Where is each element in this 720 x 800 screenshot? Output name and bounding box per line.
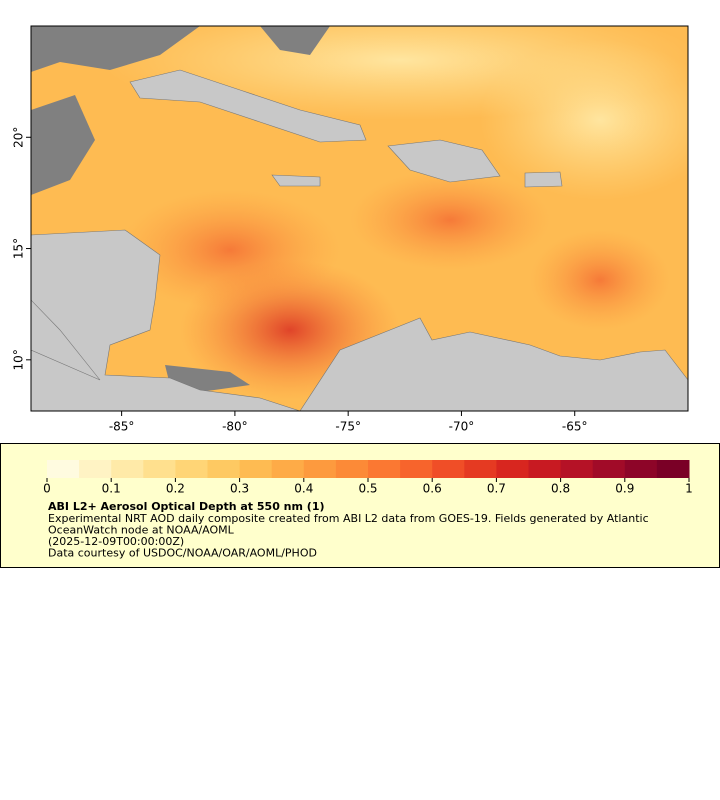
colorbar-swatch — [207, 460, 241, 478]
legend-title: ABI L2+ Aerosol Optical Depth at 550 nm … — [48, 500, 325, 513]
colorbar-swatch — [239, 460, 273, 478]
legend-line: OceanWatch node at NOAA/AOML — [48, 524, 235, 537]
x-tick-label: -80° — [222, 420, 248, 434]
pale-area — [480, 40, 688, 200]
colorbar-tick-label: 0.3 — [230, 482, 249, 496]
colorbar-swatch — [624, 460, 658, 478]
colorbar-swatch — [143, 460, 176, 478]
colorbar-tick-label: 0.1 — [102, 482, 121, 496]
hispaniola — [387, 139, 501, 183]
legend-line: Experimental NRT AOD daily composite cre… — [48, 512, 649, 525]
land-dark — [31, 26, 200, 72]
land-dark — [260, 26, 330, 55]
colorbar-swatch — [656, 460, 690, 478]
x-tick-label: -65° — [562, 420, 588, 434]
colorbar-tick-label: 1 — [685, 482, 693, 496]
legend-line: (2025-12-09T00:00:00Z) — [48, 535, 184, 548]
jamaica — [271, 174, 321, 187]
colorbar-swatch — [496, 460, 529, 478]
colorbar-tick-label: 0.8 — [551, 482, 570, 496]
x-tick-label: -70° — [449, 420, 475, 434]
map-frame — [30, 25, 689, 412]
colorbar-tick-label: 0.6 — [423, 482, 442, 496]
colorbar-swatch — [175, 460, 208, 478]
central-america — [31, 229, 301, 411]
colorbar-tick-label: 0.9 — [615, 482, 634, 496]
y-tick-label: 15° — [12, 238, 26, 259]
x-tick-label: -75° — [335, 420, 361, 434]
colorbar-swatch — [335, 460, 369, 478]
colorbar-tick-label: 0.5 — [358, 482, 377, 496]
colorbar-swatch — [79, 460, 112, 478]
legend-lines: Experimental NRT AOD daily composite cre… — [48, 512, 649, 560]
south-america — [299, 317, 688, 411]
cuba — [129, 69, 367, 143]
axes: -85° -80° -75° -70° -65° 10° 15° 20° — [12, 127, 588, 434]
colorbar-swatch — [528, 460, 562, 478]
colorbar-swatch — [432, 460, 465, 478]
colorbar-swatch — [464, 460, 497, 478]
hot-area — [350, 170, 550, 270]
y-tick-label: 10° — [12, 349, 26, 370]
colorbar-tick-label: 0.4 — [294, 482, 313, 496]
colorbar-swatch — [111, 460, 144, 478]
x-tick-label: -85° — [109, 420, 135, 434]
colorbar-swatch — [560, 460, 594, 478]
colorbar: 0 0.1 0.2 0.3 0.4 0.5 0.6 0.7 0.8 0.9 1 — [43, 460, 693, 496]
colorbar-tick-label: 0 — [43, 482, 51, 496]
puerto-rico — [524, 171, 563, 188]
colorbar-tick-label: 0.2 — [166, 482, 185, 496]
colorbar-swatch — [303, 460, 337, 478]
map — [31, 26, 688, 411]
land-dark — [31, 95, 95, 195]
colorbar-swatch — [592, 460, 626, 478]
hot-area — [530, 230, 670, 330]
y-tick-label: 20° — [12, 127, 26, 148]
colorbar-swatch — [271, 460, 305, 478]
legend-line: Data courtesy of USDOC/NOAA/OAR/AOML/PHO… — [48, 547, 317, 560]
colorbar-swatch — [47, 460, 80, 478]
colorbar-tick-label: 0.7 — [487, 482, 506, 496]
colorbar-swatch — [368, 460, 401, 478]
colorbar-swatch — [400, 460, 433, 478]
hot-area — [120, 190, 340, 310]
